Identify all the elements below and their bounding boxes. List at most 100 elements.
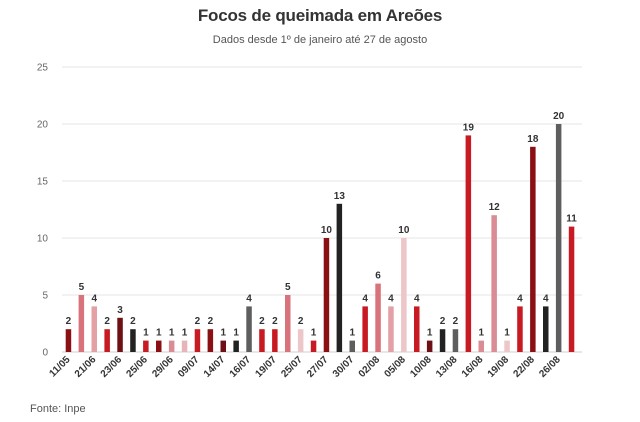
data-label: 11 xyxy=(566,214,577,225)
data-label: 13 xyxy=(334,191,346,202)
data-label: 10 xyxy=(321,225,333,236)
data-label: 2 xyxy=(130,316,136,327)
y-tick-label: 25 xyxy=(37,63,49,74)
bar xyxy=(117,317,123,352)
data-label: 1 xyxy=(427,328,433,339)
bar xyxy=(91,306,97,352)
data-label: 2 xyxy=(66,316,72,327)
data-label: 2 xyxy=(104,316,110,327)
data-label: 1 xyxy=(478,328,484,339)
x-tick-label: 10/08 xyxy=(408,354,434,380)
x-tick-label: 19/08 xyxy=(486,354,512,380)
bar xyxy=(220,340,226,352)
bar xyxy=(78,295,85,352)
bar xyxy=(349,340,355,352)
bar xyxy=(555,124,562,352)
bar xyxy=(452,329,459,352)
data-label: 1 xyxy=(349,328,355,339)
x-tick-label: 16/07 xyxy=(228,354,254,380)
data-label: 2 xyxy=(440,316,446,327)
y-tick-label: 15 xyxy=(37,177,49,188)
bar xyxy=(65,329,72,352)
x-tick-label: 13/08 xyxy=(434,354,460,380)
data-label: 19 xyxy=(463,122,475,133)
bar xyxy=(517,306,523,352)
bar xyxy=(246,306,252,352)
data-label: 10 xyxy=(398,225,410,236)
data-label: 4 xyxy=(543,293,549,304)
x-tick-label: 26/08 xyxy=(537,354,563,380)
bar xyxy=(401,238,407,352)
bar xyxy=(297,329,304,352)
x-tick-label: 05/08 xyxy=(382,354,408,380)
bar xyxy=(272,329,278,352)
data-label: 4 xyxy=(91,293,97,304)
y-tick-label: 5 xyxy=(42,291,48,302)
x-tick-label: 25/06 xyxy=(124,354,150,380)
bar xyxy=(336,203,343,352)
y-tick-label: 20 xyxy=(37,120,49,131)
bar xyxy=(375,283,381,352)
data-label: 6 xyxy=(375,271,381,282)
bar xyxy=(388,306,394,352)
bar xyxy=(543,306,549,352)
bar xyxy=(414,306,420,352)
data-label: 18 xyxy=(527,134,539,145)
y-tick-label: 0 xyxy=(42,348,48,359)
bar xyxy=(259,329,265,352)
x-tick-label: 09/07 xyxy=(176,354,202,380)
data-label: 1 xyxy=(233,328,239,339)
x-tick-label: 21/06 xyxy=(73,354,99,380)
data-label: 2 xyxy=(195,316,201,327)
bar xyxy=(568,226,575,352)
x-tick-label: 22/08 xyxy=(511,354,537,380)
data-label: 2 xyxy=(298,316,304,327)
data-label: 1 xyxy=(220,328,226,339)
bar xyxy=(285,295,291,352)
x-tick-label: 27/07 xyxy=(305,354,331,380)
x-tick-label: 23/06 xyxy=(99,354,125,380)
bar xyxy=(130,329,136,352)
x-tick-label: 25/07 xyxy=(279,354,305,380)
chart-subtitle: Dados desde 1º de janeiro até 27 de agos… xyxy=(212,34,428,46)
bar xyxy=(323,238,330,352)
bar xyxy=(233,340,239,352)
bar xyxy=(156,340,162,352)
data-label: 1 xyxy=(182,328,188,339)
bar xyxy=(310,340,317,352)
data-label: 2 xyxy=(208,316,214,327)
data-label: 4 xyxy=(388,293,394,304)
bar xyxy=(530,146,536,352)
data-label: 3 xyxy=(117,305,123,316)
bar xyxy=(491,215,497,352)
bar xyxy=(104,329,110,352)
bar xyxy=(168,340,175,352)
chart-title: Focos de queimada em Areões xyxy=(197,6,443,25)
data-label: 2 xyxy=(453,316,459,327)
data-label: 20 xyxy=(553,111,565,122)
bar xyxy=(143,340,149,352)
bar xyxy=(439,329,446,352)
data-label: 5 xyxy=(285,282,291,293)
data-label: 5 xyxy=(79,282,85,293)
data-label: 2 xyxy=(272,316,278,327)
x-tick-label: 02/08 xyxy=(357,354,383,380)
y-tick-label: 10 xyxy=(37,234,49,245)
x-tick-label: 16/08 xyxy=(460,354,486,380)
data-label: 4 xyxy=(362,293,368,304)
bar xyxy=(181,340,188,352)
data-label: 1 xyxy=(169,328,175,339)
data-label: 4 xyxy=(517,293,523,304)
data-label: 1 xyxy=(156,328,162,339)
x-tick-label: 14/07 xyxy=(202,354,228,380)
data-label: 4 xyxy=(246,293,252,304)
bar xyxy=(465,135,472,352)
data-label: 2 xyxy=(259,316,265,327)
x-tick-label: 19/07 xyxy=(253,354,279,380)
x-tick-label: 11/05 xyxy=(47,354,72,379)
bar xyxy=(426,340,433,352)
data-label: 1 xyxy=(311,328,317,339)
bar xyxy=(478,340,484,352)
bar xyxy=(194,329,201,352)
